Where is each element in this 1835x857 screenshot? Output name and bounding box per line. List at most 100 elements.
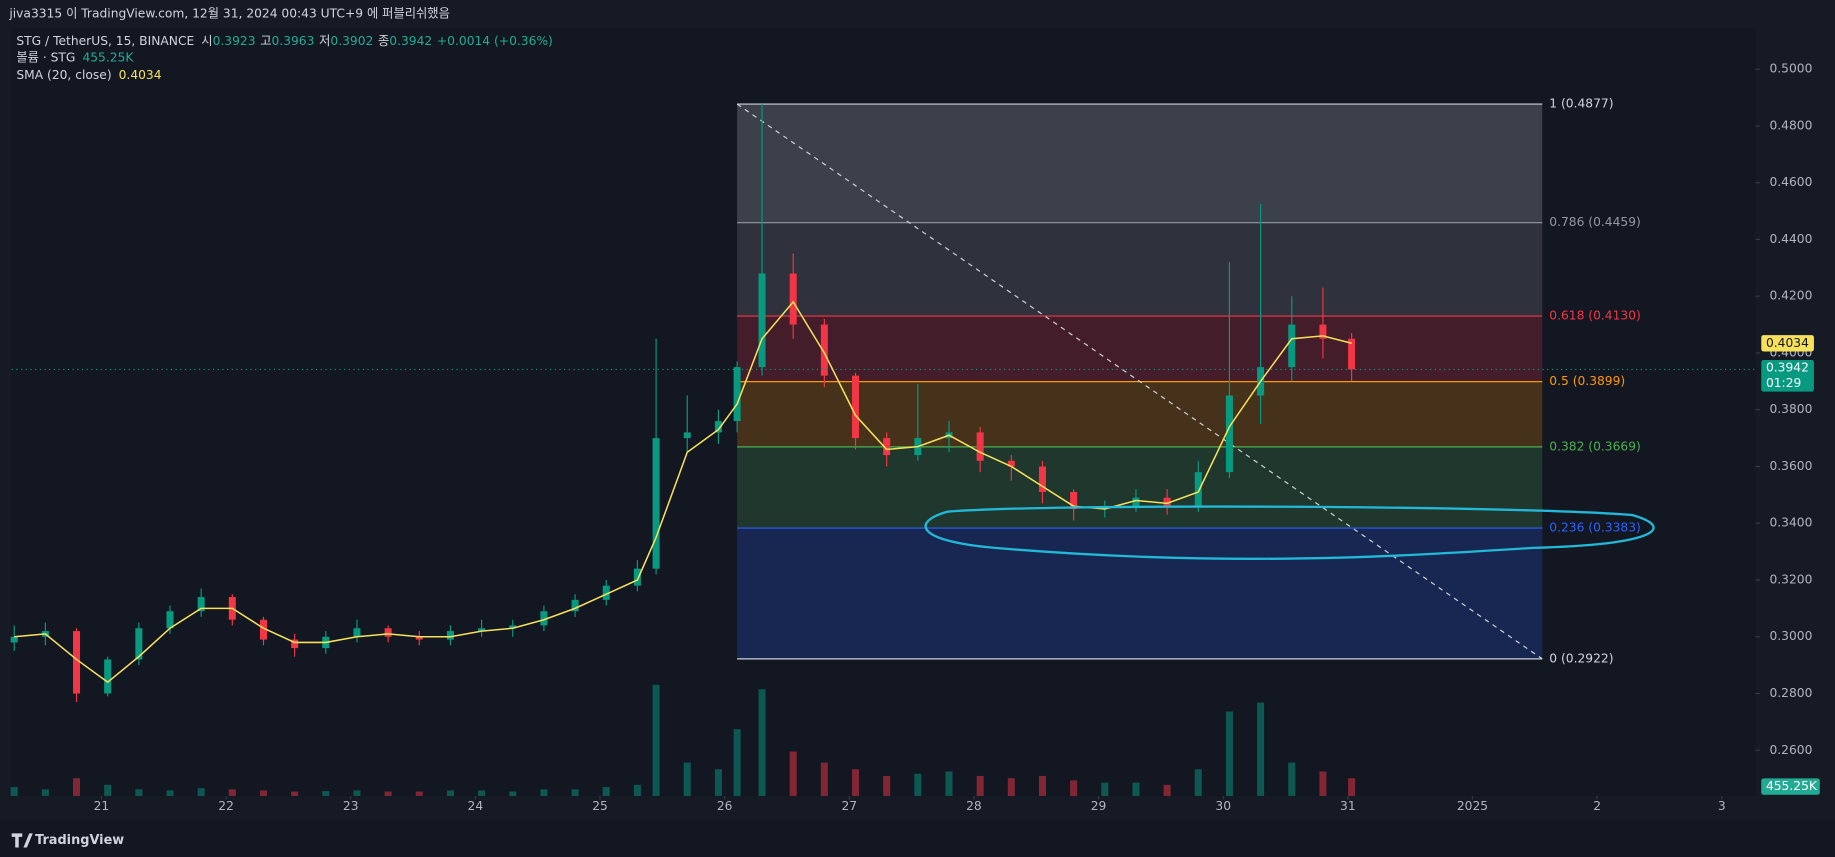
volume-bar — [883, 775, 891, 796]
candle-body — [166, 611, 174, 629]
candle-body — [1225, 395, 1233, 473]
candle-body — [714, 421, 722, 433]
volume-bar — [353, 790, 361, 796]
x-tick-label: 2 — [1593, 799, 1601, 813]
fib-zone — [737, 446, 1543, 529]
candle-body — [353, 628, 361, 637]
fib-group: 1 (0.4877) 0.786 (0.4459) 0.618 (0.4130) 0.… — [736, 97, 1641, 665]
x-tick-label: 25 — [592, 799, 608, 813]
volume-bar — [820, 762, 828, 796]
published-note: jiva3315 이 TradingView.com, 12월 31, 2024… — [8, 6, 450, 21]
y-tick-label: 0.3400 — [1769, 516, 1812, 530]
volume-bar — [384, 791, 392, 796]
candle-body — [789, 273, 797, 325]
volume-value: 455.25K — [82, 50, 134, 64]
volume-bar — [228, 789, 236, 796]
volume-bar — [415, 791, 423, 796]
fib-level-label: 0 (0.2922) — [1549, 651, 1613, 665]
volume-badge — [1761, 778, 1820, 795]
candle-body — [384, 628, 392, 637]
symbol-legend: STG / TetherUS, 15, BINANCE 시0.3923 고0.396… — [16, 34, 552, 48]
volume-bar — [733, 729, 741, 796]
volume-bar — [135, 789, 143, 796]
x-tick-label: 31 — [1340, 799, 1356, 813]
volume-bar — [914, 773, 922, 796]
ohlc-label: 고 — [260, 34, 271, 48]
candle-body — [415, 636, 423, 640]
y-tick-label: 0.2600 — [1769, 743, 1812, 757]
candle-body — [540, 611, 548, 626]
volume-bar — [714, 769, 722, 796]
candle-body — [478, 628, 486, 632]
volume-bar — [945, 771, 953, 796]
x-tick-label: 30 — [1215, 799, 1231, 813]
volume-bar — [571, 789, 579, 796]
x-tick-label: 24 — [468, 799, 484, 813]
volume-bar — [789, 751, 797, 796]
candle-body — [733, 367, 741, 422]
x-tick-label: 26 — [717, 799, 733, 813]
volume-bar — [1225, 711, 1233, 796]
x-tick-label: 21 — [94, 799, 110, 813]
fib-level-label: 0.786 (0.4459) — [1549, 215, 1641, 229]
volume-bar — [166, 790, 174, 796]
candle-body — [1319, 324, 1327, 339]
axis-group: 0.50000.48000.46000.44000.42000.40000.38… — [11, 62, 1820, 813]
volume-bar — [633, 784, 641, 796]
candle-body — [104, 659, 112, 694]
volume-bar — [1163, 784, 1171, 796]
fib-zone — [737, 104, 1543, 223]
candle-body — [1007, 460, 1015, 467]
candle-body — [1194, 472, 1202, 507]
sma-title: SMA (20, close) — [16, 68, 111, 82]
price-badge-label: 0.3942 — [1766, 361, 1809, 375]
x-tick-label: 28 — [966, 799, 982, 813]
trend-line — [736, 103, 1543, 660]
y-tick-label: 0.4200 — [1769, 289, 1812, 303]
candle-body — [73, 631, 81, 694]
countdown: 01:29 — [1766, 376, 1801, 390]
y-tick-label: 0.3200 — [1769, 572, 1812, 586]
price-badge — [1761, 360, 1814, 392]
volume-bar — [1194, 769, 1202, 796]
volume-title: 볼륨 · STG — [16, 50, 75, 64]
candle-body — [976, 432, 984, 461]
x-tick-label: 23 — [343, 799, 359, 813]
candle-group — [10, 104, 1356, 703]
volume-bar — [259, 790, 267, 796]
candle-body — [259, 619, 267, 640]
volume-bar — [41, 789, 49, 796]
x-tick-label: 29 — [1091, 799, 1107, 813]
candle-body — [446, 631, 454, 640]
volume-bar — [683, 762, 691, 796]
volume-bar — [1007, 778, 1015, 796]
candle-body — [10, 636, 18, 643]
footer-brand: TradingView — [35, 833, 124, 848]
volume-bar — [602, 787, 610, 796]
candle-body — [509, 625, 517, 629]
candle-body — [291, 639, 299, 649]
x-tick-label: 2025 — [1457, 799, 1488, 813]
x-tick-label: 27 — [841, 799, 857, 813]
volume-bar — [446, 790, 454, 796]
volume-bar — [1101, 782, 1109, 796]
volume-legend: 볼륨 · STG 455.25K — [16, 50, 134, 64]
candle-body — [883, 438, 891, 456]
candle-body — [820, 324, 828, 376]
volume-group — [10, 684, 1356, 796]
volume-bar — [291, 791, 299, 796]
y-tick-label: 0.3800 — [1769, 402, 1812, 416]
change: +0.0014 (+0.36%) — [437, 34, 553, 48]
fib-level-label: 0.5 (0.3899) — [1549, 374, 1625, 388]
plot-area — [11, 28, 1756, 796]
y-tick-label: 0.4800 — [1769, 118, 1812, 132]
sma-legend: SMA (20, close) 0.4034 — [16, 68, 161, 82]
volume-bar — [1288, 762, 1296, 796]
candle-body — [852, 375, 860, 439]
candle-body — [758, 273, 766, 368]
y-tick-label: 0.2800 — [1769, 686, 1812, 700]
volume-bar — [197, 788, 205, 796]
sma-badge — [1761, 335, 1814, 352]
symbol: STG / TetherUS, 15, BINANCE — [16, 34, 194, 48]
volume-bar — [73, 778, 81, 796]
